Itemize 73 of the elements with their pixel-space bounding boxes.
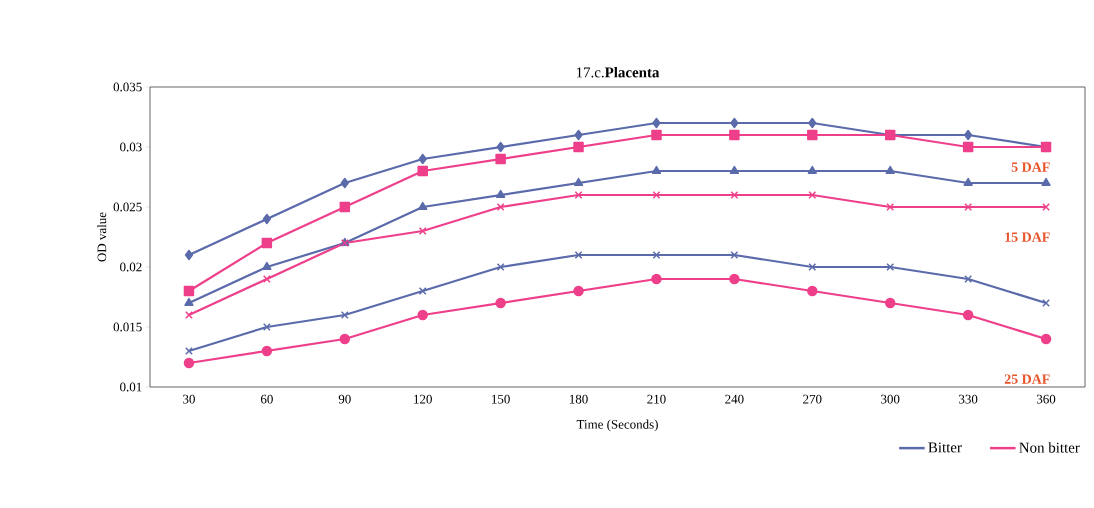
point xyxy=(261,345,273,357)
point xyxy=(340,177,349,189)
y-axis-title: OD value xyxy=(97,212,107,262)
chart-title: 17.c.Placenta xyxy=(576,66,660,78)
point xyxy=(574,129,583,141)
annotation: 25 DAF xyxy=(1004,374,1050,384)
point xyxy=(807,129,818,141)
y-tick-label: 0.02 xyxy=(120,262,142,272)
point xyxy=(573,177,584,186)
point xyxy=(339,333,351,345)
x-tick-label: 120 xyxy=(414,394,432,404)
point xyxy=(573,141,584,153)
point xyxy=(262,213,271,225)
point xyxy=(184,249,194,261)
point xyxy=(185,311,193,319)
point xyxy=(418,153,427,165)
point xyxy=(262,261,272,270)
point xyxy=(962,309,974,321)
legend-label: Bitter xyxy=(928,442,962,453)
y-tick-label: 0.035 xyxy=(113,82,142,92)
point xyxy=(1042,299,1050,307)
point xyxy=(184,297,194,306)
point xyxy=(808,117,817,129)
point xyxy=(496,189,506,198)
point xyxy=(573,285,584,297)
point xyxy=(730,117,739,129)
point xyxy=(963,177,973,186)
point xyxy=(183,357,195,369)
point xyxy=(884,297,896,309)
point xyxy=(651,129,662,141)
point xyxy=(418,201,428,210)
annotation: 5 DAF xyxy=(1011,162,1050,172)
x-tick-label: 330 xyxy=(959,394,978,404)
point xyxy=(185,347,193,355)
x-tick-label: 60 xyxy=(260,394,273,404)
point xyxy=(417,309,428,321)
x-tick-label: 300 xyxy=(881,394,900,404)
point xyxy=(729,129,740,141)
point xyxy=(1040,333,1052,345)
point xyxy=(1041,177,1051,186)
x-tick-label: 180 xyxy=(569,394,588,404)
point xyxy=(807,285,818,297)
y-tick-label: 0.03 xyxy=(120,142,142,152)
point xyxy=(729,165,740,174)
point xyxy=(729,273,740,285)
point xyxy=(495,297,506,309)
point xyxy=(339,201,351,213)
point xyxy=(885,165,895,174)
x-tick-label: 150 xyxy=(492,394,510,404)
point xyxy=(964,129,973,141)
legend-label: Non bitter xyxy=(1019,442,1080,453)
point xyxy=(651,165,662,174)
point xyxy=(261,237,273,249)
x-tick-label: 210 xyxy=(647,394,666,404)
x-tick-label: 90 xyxy=(338,394,351,404)
point xyxy=(962,141,974,153)
point xyxy=(651,273,662,285)
x-axis-title: Time (Seconds) xyxy=(576,419,658,432)
point xyxy=(495,153,506,165)
x-tick-label: 240 xyxy=(725,394,744,404)
point xyxy=(652,117,661,129)
point xyxy=(183,285,195,297)
x-tick-label: 360 xyxy=(1036,394,1056,404)
point xyxy=(496,141,505,153)
annotation: 15 DAF xyxy=(1005,232,1050,242)
point xyxy=(807,165,817,174)
x-tick-label: 270 xyxy=(803,394,822,404)
point xyxy=(417,165,428,177)
point xyxy=(1042,203,1050,211)
y-tick-label: 0.025 xyxy=(113,202,142,212)
y-tick-label: 0.015 xyxy=(113,322,142,332)
y-tick-label: 0.01 xyxy=(120,382,142,392)
x-tick-label: 30 xyxy=(183,394,195,404)
